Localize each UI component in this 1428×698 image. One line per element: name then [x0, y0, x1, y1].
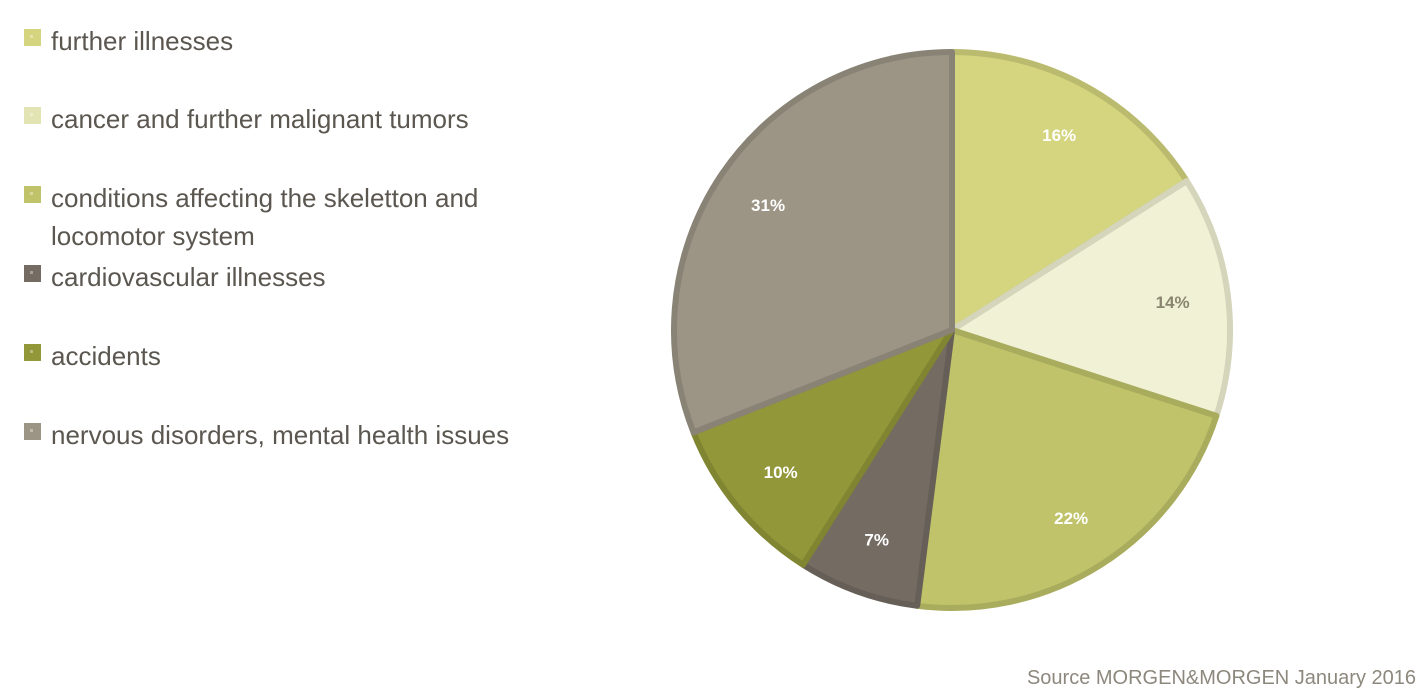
slice-value-label: 14%	[1156, 293, 1190, 312]
legend-label: accidents	[51, 341, 161, 371]
legend-label: cardiovascular illnesses	[51, 262, 326, 292]
slice-value-label: 31%	[751, 196, 785, 215]
pie-slice	[690, 327, 955, 568]
pie-slice	[949, 178, 1233, 419]
source-note: Source MORGEN&MORGEN January 2016	[1026, 667, 1416, 689]
legend-item-cardiovascular: cardiovascular illnesses	[24, 258, 531, 296]
pie-slice	[671, 49, 955, 436]
legend-label: conditions affecting the skeletton and l…	[51, 183, 479, 251]
slice-value-label: 16%	[1042, 126, 1076, 145]
pie-slice	[914, 327, 1220, 611]
pie-slice	[949, 49, 1190, 333]
legend-item-further-illnesses: further illnesses	[24, 22, 531, 60]
legend-label: cancer and further malignant tumors	[51, 104, 469, 134]
slice-value-label: 22%	[1054, 509, 1088, 528]
pie-chart: 16% 14% 22% 7% 10% 31%	[600, 0, 1428, 698]
legend-item-cancer: cancer and further malignant tumors	[24, 100, 531, 138]
legend-label: nervous disorders, mental health issues	[51, 420, 510, 450]
legend-item-accidents: accidents	[24, 337, 531, 375]
legend-item-nervous: nervous disorders, mental health issues	[24, 416, 531, 454]
legend-swatch	[24, 186, 41, 203]
legend-swatch	[24, 344, 41, 361]
legend-swatch	[24, 29, 41, 46]
legend-swatch	[24, 423, 41, 440]
pie-svg: 16% 14% 22% 7% 10% 31%	[671, 49, 1233, 611]
legend-label: further illnesses	[51, 26, 234, 56]
legend-swatch	[24, 107, 41, 124]
slice-value-label: 10%	[764, 463, 798, 482]
legend-item-skeleton: conditions affecting the skeletton and l…	[24, 179, 531, 255]
legend-swatch	[24, 265, 41, 282]
slice-value-label: 7%	[864, 530, 889, 549]
